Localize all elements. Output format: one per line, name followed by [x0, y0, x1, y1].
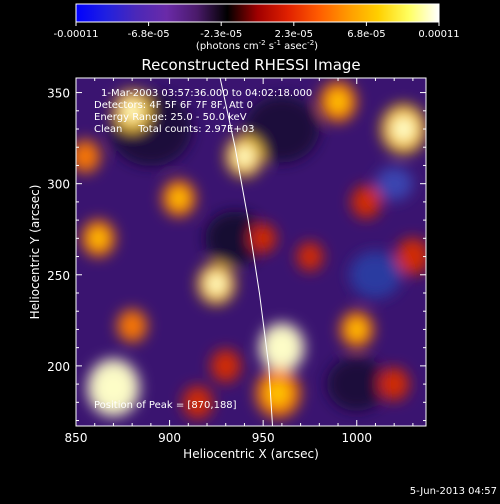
heatmap-blob-core	[235, 146, 254, 167]
heatmap-blob-core	[266, 380, 290, 406]
annotations: 1-Mar-2003 03:57:36.000 to 04:02:18.000D…	[94, 88, 312, 135]
y-tick-label: 250	[47, 269, 70, 283]
timestamp: 5-Jun-2013 04:57	[410, 486, 497, 497]
y-tick-label: 200	[47, 360, 70, 374]
annotation-line: Detectors: 4F 5F 6F 7F 8F, Att 0	[94, 100, 253, 111]
chart-title: Reconstructed RHESSI Image	[141, 56, 360, 74]
heatmap-shadow	[349, 251, 402, 299]
heatmap-blob-core	[100, 373, 127, 403]
x-ticks: 850 900 950 1000	[65, 78, 414, 445]
heatmap-blob	[117, 309, 148, 343]
heatmap-shadow	[326, 357, 387, 412]
annotation-line: Clean Total counts: 2.97E+03	[94, 124, 254, 135]
solar-limb	[219, 78, 274, 426]
x-tick-label: 950	[252, 431, 275, 445]
heatmap-blob-core	[328, 91, 348, 112]
colorbar-units: (photons cm-2 s-1 asec-2)	[196, 39, 318, 52]
heatmap-blob-core	[392, 116, 415, 142]
colorbar-ticks	[75, 22, 440, 26]
plot-frame	[75, 77, 427, 427]
colorbar-tick-label: -6.8e-05	[128, 29, 170, 40]
heatmap-blobs	[76, 81, 426, 419]
heatmap-blob-core	[90, 229, 107, 248]
heatmap-blob	[351, 185, 382, 219]
heatmap-blob-core	[348, 320, 366, 339]
colorbar-tick-label: 0.00011	[418, 29, 459, 40]
y-tick-label: 300	[47, 178, 70, 192]
heatmap-blob	[182, 385, 213, 419]
peak-label: Position of Peak = [870,188]	[94, 400, 237, 411]
colorbar	[75, 3, 440, 23]
annotation-line: 1-Mar-2003 03:57:36.000 to 04:02:18.000	[101, 88, 312, 99]
colorbar-tick-label: 6.8e-05	[347, 29, 385, 40]
colorbar-tick-label: -0.00011	[54, 29, 99, 40]
x-tick-label: 850	[65, 431, 88, 445]
x-tick-label: 900	[158, 431, 181, 445]
colorbar-tick-label: 2.3e-05	[275, 29, 313, 40]
x-axis-label: Heliocentric X (arcsec)	[183, 447, 319, 461]
colorbar-tick-labels: -0.00011 -6.8e-05 -2.3e-05 2.3e-05 6.8e-05 0.…	[54, 29, 460, 40]
heatmap-shadow	[205, 211, 266, 266]
colorbar-tick-label: -2.3e-05	[200, 29, 242, 40]
annotation-line: Energy Range: 25.0 - 50.0 keV	[94, 112, 247, 123]
y-tick-label: 350	[47, 87, 70, 101]
heatmap-blob	[379, 367, 410, 401]
heatmap-blob-core	[207, 273, 226, 295]
heatmap-blob	[210, 349, 241, 383]
heatmap-blob-core	[122, 100, 142, 122]
y-ticks: 200 250 300 350	[47, 87, 426, 422]
heatmap-blob-core	[270, 335, 294, 361]
heatmap-shadow	[244, 95, 320, 163]
heatmap-image	[76, 78, 426, 426]
heatmap-blob	[76, 139, 101, 173]
heatmap-blob-core	[170, 188, 188, 208]
heatmap-blob	[250, 223, 277, 253]
y-axis-label: Heliocentric Y (arcsec)	[28, 185, 42, 320]
heatmap-shadow	[375, 166, 413, 201]
x-tick-label: 1000	[341, 431, 372, 445]
heatmap-blob	[396, 238, 426, 276]
heatmap-blob	[296, 242, 324, 271]
